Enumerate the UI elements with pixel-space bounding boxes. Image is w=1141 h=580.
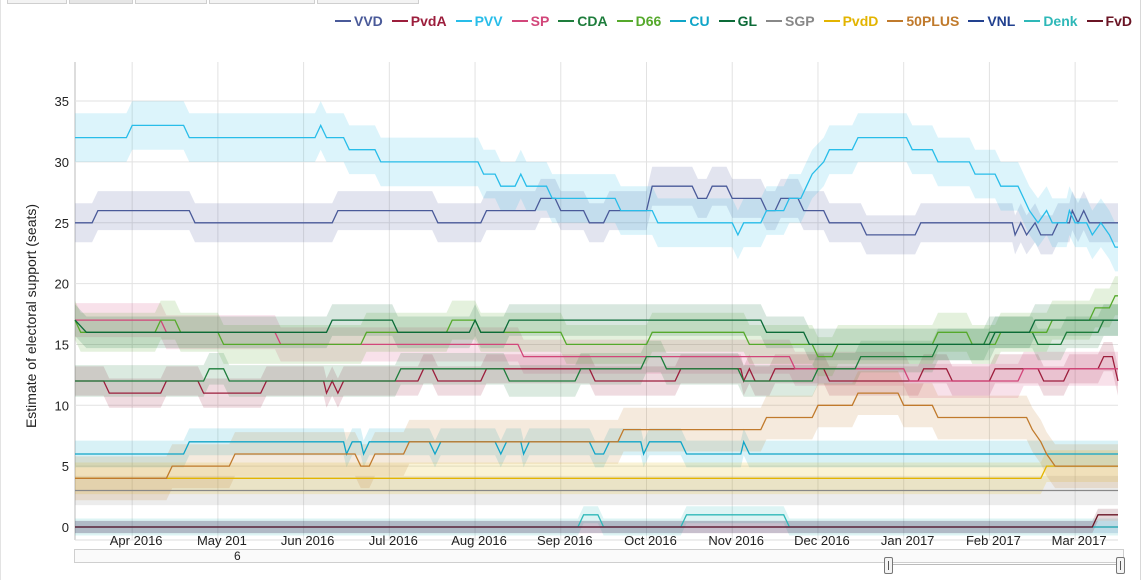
band-pvv [75, 101, 1118, 272]
legend-label: CDA [577, 13, 608, 29]
x-tick-label: Jun 2016 [281, 533, 335, 548]
legend-swatch [455, 20, 472, 22]
legend-item-50plus[interactable]: 50PLUS [887, 13, 959, 29]
legend-label: FvD [1105, 13, 1132, 29]
legend-label: VVD [354, 13, 383, 29]
range-scrollbar[interactable] [74, 549, 1124, 563]
tab-strip [1, 0, 431, 4]
legend-label: VNL [987, 13, 1016, 29]
legend-swatch [1086, 20, 1103, 22]
legend-swatch [391, 20, 408, 22]
x-tick-label: Mar 2017 [1052, 533, 1107, 548]
legend-swatch [335, 20, 351, 22]
legend-swatch [887, 20, 904, 22]
legend-item-pvv[interactable]: PVV [455, 13, 503, 29]
legend-label: CU [689, 13, 710, 29]
legend-item-denk[interactable]: Denk [1024, 13, 1078, 29]
legend-item-gl[interactable]: GL [718, 13, 758, 29]
legend-item-cu[interactable]: CU [670, 13, 710, 29]
legend-swatch [558, 20, 575, 22]
x-tick-label: Sep 2016 [537, 533, 593, 548]
legend-item-vnl[interactable]: VNL [968, 13, 1015, 29]
tab-5[interactable] [317, 0, 419, 4]
legend-item-fvd[interactable]: FvD [1086, 13, 1132, 29]
y-tick-label: 0 [62, 520, 69, 535]
x-tick-label: Apr 2016 [110, 533, 163, 548]
x-tick-label: Feb 2017 [966, 533, 1021, 548]
legend-label: SGP [785, 13, 815, 29]
band-50plus [75, 371, 1118, 501]
series-line-pvda [75, 355, 1119, 396]
legend-swatch [511, 20, 528, 22]
legend-item-d66[interactable]: D66 [616, 13, 662, 29]
band-d66 [75, 276, 1118, 377]
range-label: 6 [234, 549, 241, 563]
tab-4[interactable] [209, 0, 315, 4]
tab-1[interactable] [7, 0, 67, 4]
legend-item-vvd[interactable]: VVD [335, 13, 383, 29]
y-tick-label: 5 [62, 459, 69, 474]
x-tick-label: Dec 2016 [794, 533, 850, 548]
range-selection-line [887, 564, 1119, 565]
y-tick-label: 10 [55, 398, 69, 413]
y-tick-label: 20 [55, 277, 69, 292]
legend-swatch [766, 20, 783, 22]
tab-3[interactable] [135, 0, 207, 4]
legend-label: SP [530, 13, 550, 29]
legend-swatch [616, 20, 633, 22]
band-vvd [75, 166, 1118, 255]
y-tick-label: 25 [55, 216, 69, 231]
legend-label: D66 [635, 13, 662, 29]
series-line-pvv [75, 123, 1118, 248]
x-tick-label: Oct 2016 [624, 533, 677, 548]
legend-swatch [718, 20, 735, 22]
y-tick-label: 35 [55, 94, 69, 109]
legend-label: Denk [1043, 13, 1078, 29]
series-line-50plus [75, 392, 1118, 479]
legend-label: PvdD [842, 13, 879, 29]
legend-item-pvda[interactable]: PvdA [391, 13, 447, 29]
x-tick-label: Jan 2017 [881, 533, 935, 548]
band-cu [75, 428, 1118, 468]
legend-item-pvdd[interactable]: PvdD [823, 13, 879, 29]
y-tick-label: 15 [55, 337, 69, 352]
chart-legend: VVD PvdA PVV SP CDA D66 CU GL SGP PvdD 50PLUS VNL De… [335, 13, 1132, 29]
tab-2[interactable] [69, 0, 133, 4]
y-axis-label: Estimate of electoral support (seats) [23, 204, 39, 428]
legend-label: 50PLUS [906, 13, 960, 29]
series-line-fvd [75, 514, 1118, 528]
legend-swatch [670, 20, 687, 22]
band-sp [75, 303, 1118, 398]
band-gl [75, 304, 1118, 361]
series-line-gl [74, 318, 1118, 346]
uncertainty-bands [75, 101, 1118, 536]
band-pvda [75, 342, 1118, 408]
band-denk [75, 506, 1118, 536]
x-tick-label: May 201 [197, 533, 247, 548]
range-start-handle[interactable] [884, 557, 893, 574]
legend-label: PVV [474, 13, 503, 29]
x-tick-label: Aug 2016 [451, 533, 507, 548]
legend-label: PvdA [410, 13, 447, 29]
band-cda [75, 304, 1118, 397]
series-line-cda [75, 319, 1118, 382]
series-lines [74, 123, 1119, 528]
legend-item-sp[interactable]: SP [511, 13, 550, 29]
series-line-vvd [75, 185, 1118, 237]
legend-item-cda[interactable]: CDA [558, 13, 608, 29]
band-pvdd [75, 450, 1118, 495]
legend-label: GL [737, 13, 758, 29]
legend-swatch [823, 20, 840, 22]
x-tick-label: Jul 2016 [369, 533, 418, 548]
y-tick-label: 30 [55, 155, 69, 170]
range-end-handle[interactable] [1116, 557, 1125, 574]
legend-item-sgp[interactable]: SGP [766, 13, 815, 29]
x-tick-label: Nov 2016 [708, 533, 764, 548]
legend-swatch [1024, 20, 1041, 22]
legend-swatch [968, 20, 985, 22]
